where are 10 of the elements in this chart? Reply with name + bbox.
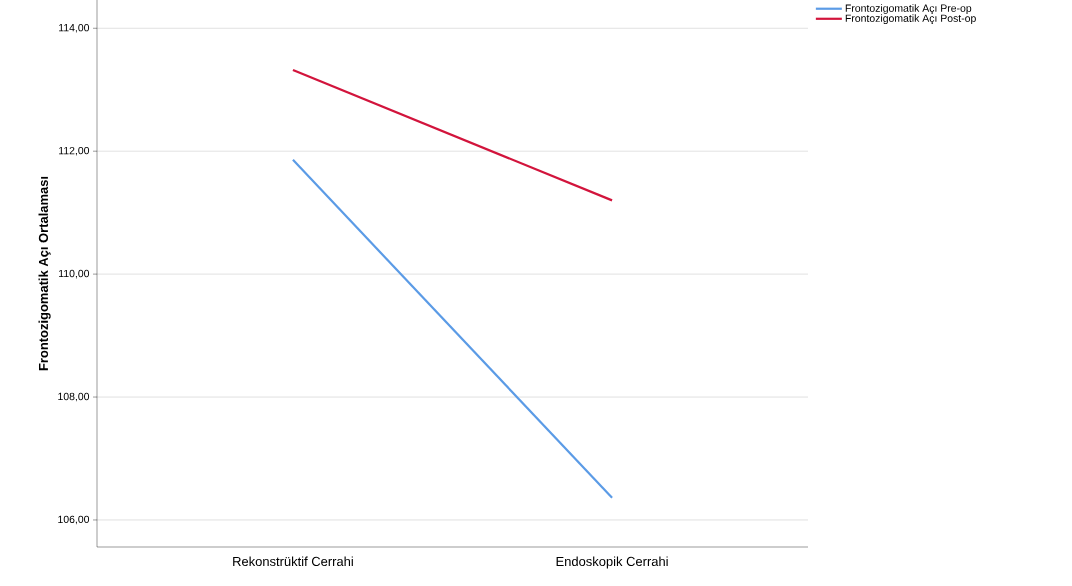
x-tick-label: Rekonstrüktif Cerrahi	[233, 556, 353, 567]
y-tick-label: 108,00	[58, 392, 90, 402]
y-tick-label: 106,00	[58, 515, 90, 525]
y-tick-label: 114,00	[59, 23, 90, 33]
x-tick-label: Endoskopik Cerrahi	[556, 556, 668, 569]
legend-label: Frontozigomatik Açı Pre-op	[845, 4, 972, 14]
y-tick-label: 110,00	[59, 269, 90, 279]
legend-label: Frontozigomatik Açı Post-op	[845, 14, 976, 25]
y-tick-label: 112,00	[59, 146, 90, 156]
y-axis-title: Frontozigomatik Açı Ortalaması	[38, 176, 51, 371]
